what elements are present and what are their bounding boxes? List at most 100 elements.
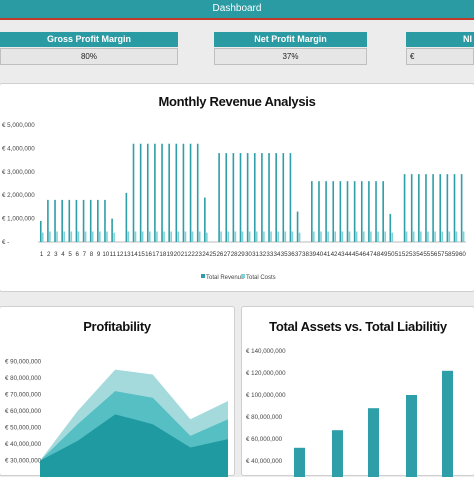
costs-bar [341,231,344,242]
revenue-bar [325,181,327,242]
x-tick-label: 11 [110,251,117,258]
costs-bar [348,231,351,242]
x-tick-label: 2 [47,251,51,258]
revenue-bar [282,153,285,242]
x-tick-label: 28 [231,251,238,258]
revenue-bar [82,199,85,242]
x-tick-label: 5 [68,251,72,258]
costs-bar [427,231,429,242]
x-tick-label: 60 [459,251,466,258]
revenue-bar [425,174,427,242]
costs-bar [241,231,244,242]
x-tick-label: 31 [252,251,259,258]
revenue-bar [75,199,78,242]
x-tick-label: 4 [61,251,65,258]
x-tick-label: 36 [288,251,295,258]
revenue-bar [360,181,363,242]
x-tick-label: 50 [388,251,395,258]
costs-bar [248,231,251,242]
x-tick-label: 29 [238,251,245,258]
x-tick-label: 16 [145,251,152,258]
revenue-bar [68,199,71,242]
y-tick-label: € 140,000,000 [246,348,286,355]
monthly-revenue-title: Monthly Revenue Analysis [158,94,316,109]
net-profit-margin-label: Net Profit Margin [214,32,367,47]
revenue-bar [253,153,256,242]
gross-profit-margin-label: Gross Profit Margin [0,32,178,47]
revenue-bar [104,199,106,242]
revenue-bar [232,153,235,242]
assets-liability-card: Total Assets vs. Total Liabilitiy € 140,… [241,306,474,477]
revenue-bar [161,143,163,242]
legend-revenue-swatch [201,274,205,278]
x-tick-label: 59 [452,251,459,258]
x-tick-label: 8 [90,251,94,258]
costs-bar [198,231,201,242]
y-tick-label: € 100,000,000 [246,392,286,399]
costs-bar [405,231,408,242]
costs-bar [84,231,87,242]
legend-costs-label: Total Costs [246,275,276,281]
x-tick-label: 34 [274,251,281,258]
revenue-bar [318,181,320,242]
costs-bar [148,231,151,242]
monthly-revenue-card: Monthly Revenue Analysis € 5,000,000 € 4,… [0,83,474,292]
x-tick-label: 47 [366,251,373,258]
x-tick-label: 49 [381,251,388,258]
revenue-bar [218,153,220,242]
gross-profit-margin-value: 80% [0,48,178,65]
costs-bar [327,231,329,242]
x-tick-label: 21 [181,251,188,258]
revenue-bar [382,181,384,242]
x-tick-label: 37 [295,251,302,258]
costs-bar [206,232,208,242]
costs-bar [255,231,258,242]
x-tick-label: 15 [138,251,145,258]
x-tick-label: 18 [159,251,166,258]
costs-bar [49,231,51,242]
costs-bar [441,231,444,242]
x-tick-label: 10 [102,251,109,258]
y-tick-label: € 60,000,000 [246,436,283,443]
x-tick-label: 23 [195,251,202,258]
y-tick-label: € 80,000,000 [5,375,42,382]
x-tick-label: 32 [259,251,266,258]
revenue-bar [353,181,356,242]
x-tick-label: 58 [445,251,452,258]
revenue-bar [246,153,249,242]
revenue-bar [168,143,170,242]
revenue-bar [225,153,228,242]
x-tick-label: 17 [152,251,159,258]
costs-bar [455,231,458,242]
costs-bar [284,231,287,242]
costs-bar [412,231,415,242]
revenue-bar [89,199,92,242]
revenue-bar [389,213,392,242]
costs-bar [270,231,272,242]
costs-bar [99,231,101,242]
revenue-bar [439,174,442,242]
revenue-bar [418,174,420,242]
x-tick-label: 41 [323,251,330,258]
profit-area-bottom [40,414,228,477]
x-tick-label: 24 [202,251,209,258]
assets-liability-title: Total Assets vs. Total Liabilitiy [269,319,447,334]
x-tick-label: 48 [373,251,380,258]
y-tick-label: € 5,000,000 [2,122,35,129]
x-tick-label: 20 [174,251,181,258]
costs-bar [41,232,44,242]
costs-bar [163,231,165,242]
x-tick-label: 1 [40,251,44,258]
y-tick-label: € 120,000,000 [246,370,286,377]
revenue-bar [346,181,349,242]
profitability-card: Profitability € 90,000,000 € 80,000,000 € … [0,306,235,477]
costs-bar [448,231,451,242]
x-tick-label: 13 [124,251,131,258]
costs-bar [227,231,230,242]
costs-bar [362,231,365,242]
costs-bar [134,231,137,242]
x-tick-label: 6 [76,251,80,258]
revenue-bar [332,181,335,242]
x-tick-label: 51 [395,251,402,258]
ni-label: NI [406,32,474,47]
